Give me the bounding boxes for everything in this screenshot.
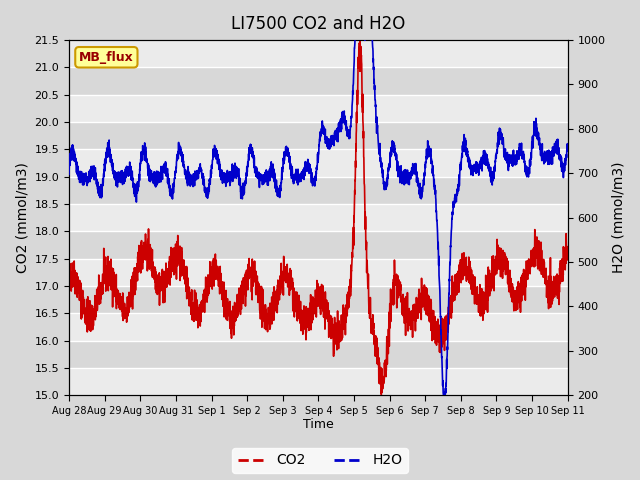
Legend: CO2, H2O: CO2, H2O (232, 448, 408, 473)
Text: MB_flux: MB_flux (79, 51, 134, 64)
X-axis label: Time: Time (303, 419, 333, 432)
Bar (69, 149, 568, 177)
Bar (69, 313, 568, 341)
Bar (69, 259, 568, 286)
Bar (69, 368, 568, 395)
Y-axis label: CO2 (mmol/m3): CO2 (mmol/m3) (15, 162, 29, 273)
Bar (69, 204, 568, 231)
Title: LI7500 CO2 and H2O: LI7500 CO2 and H2O (231, 15, 406, 33)
Bar (69, 40, 568, 67)
Bar (69, 95, 568, 122)
Y-axis label: H2O (mmol/m3): H2O (mmol/m3) (611, 162, 625, 274)
